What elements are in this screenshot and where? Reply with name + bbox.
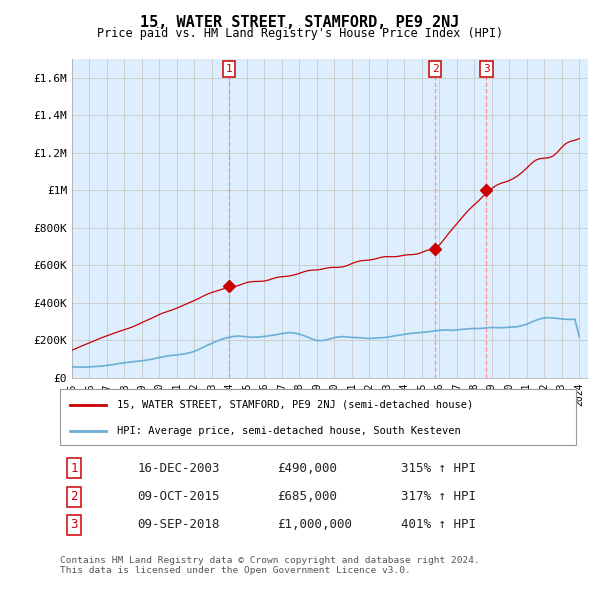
FancyBboxPatch shape: [60, 389, 576, 445]
Text: HPI: Average price, semi-detached house, South Kesteven: HPI: Average price, semi-detached house,…: [117, 427, 461, 437]
Text: 401% ↑ HPI: 401% ↑ HPI: [401, 519, 476, 532]
Text: 3: 3: [70, 519, 78, 532]
Text: 1: 1: [226, 64, 232, 74]
Text: 3: 3: [483, 64, 490, 74]
Text: 09-OCT-2015: 09-OCT-2015: [137, 490, 220, 503]
Text: 2: 2: [432, 64, 439, 74]
Text: Price paid vs. HM Land Registry's House Price Index (HPI): Price paid vs. HM Land Registry's House …: [97, 27, 503, 40]
Text: 09-SEP-2018: 09-SEP-2018: [137, 519, 220, 532]
Text: 1: 1: [70, 462, 78, 475]
Text: 2: 2: [70, 490, 78, 503]
Text: 16-DEC-2003: 16-DEC-2003: [137, 462, 220, 475]
Text: 317% ↑ HPI: 317% ↑ HPI: [401, 490, 476, 503]
Text: This data is licensed under the Open Government Licence v3.0.: This data is licensed under the Open Gov…: [60, 566, 411, 575]
Text: 15, WATER STREET, STAMFORD, PE9 2NJ (semi-detached house): 15, WATER STREET, STAMFORD, PE9 2NJ (sem…: [117, 399, 473, 409]
Text: £1,000,000: £1,000,000: [277, 519, 352, 532]
Text: Contains HM Land Registry data © Crown copyright and database right 2024.: Contains HM Land Registry data © Crown c…: [60, 556, 480, 565]
Text: 15, WATER STREET, STAMFORD, PE9 2NJ: 15, WATER STREET, STAMFORD, PE9 2NJ: [140, 15, 460, 30]
Text: £685,000: £685,000: [277, 490, 337, 503]
Text: £490,000: £490,000: [277, 462, 337, 475]
Text: 315% ↑ HPI: 315% ↑ HPI: [401, 462, 476, 475]
